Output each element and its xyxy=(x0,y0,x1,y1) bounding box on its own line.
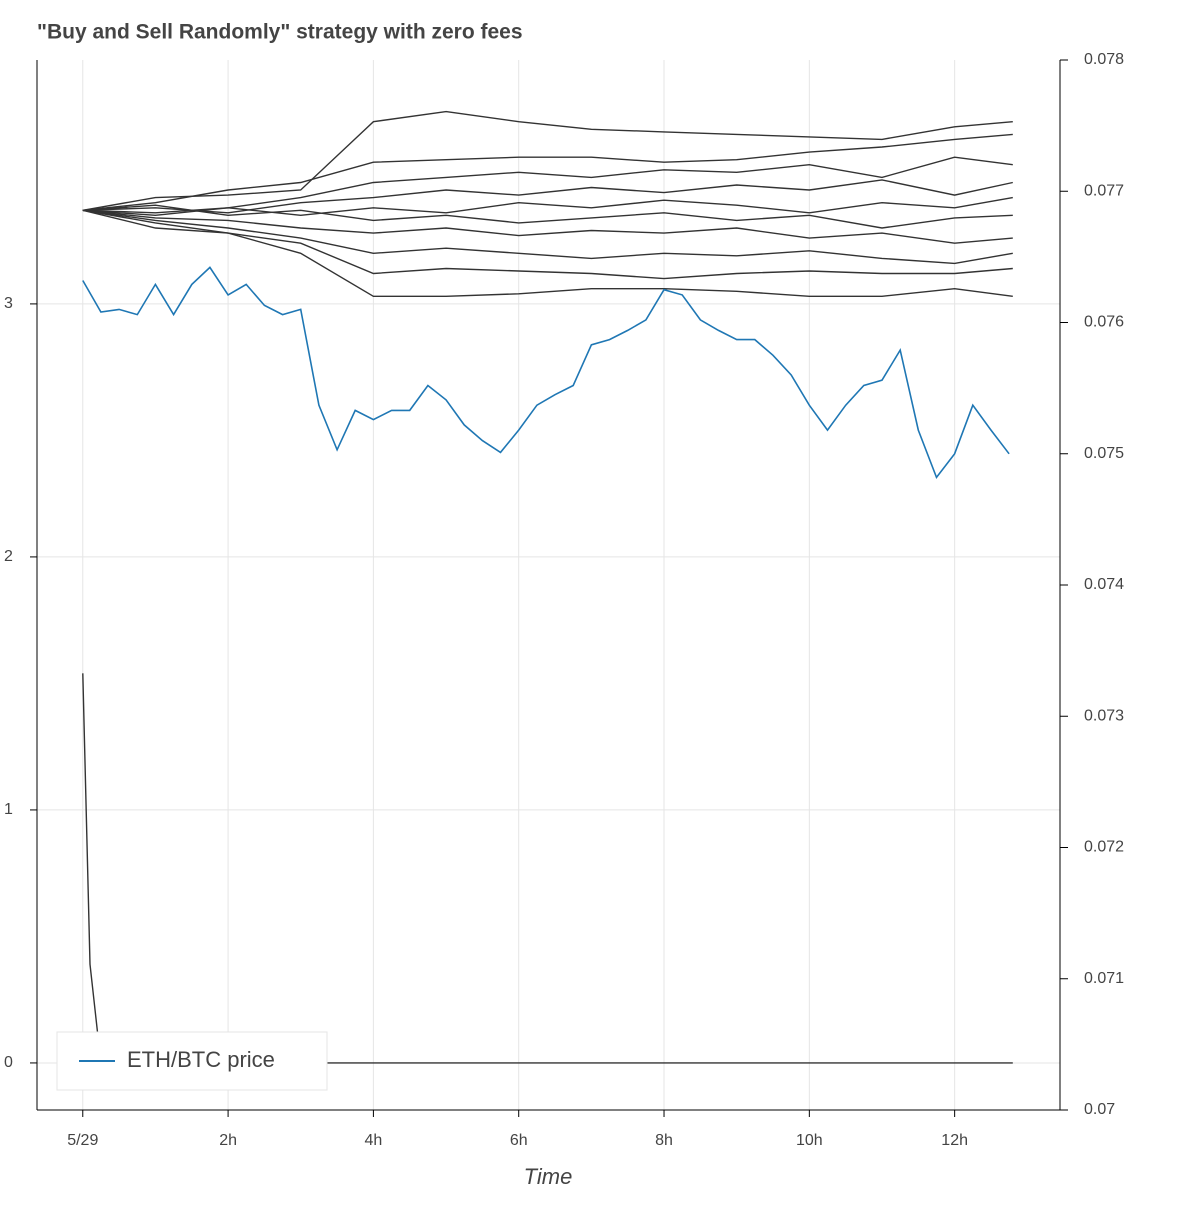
series-line xyxy=(82,179,1013,214)
x-tick-label: 8h xyxy=(655,1132,673,1149)
x-tick-label: 12h xyxy=(941,1132,968,1149)
x-axis-label: Time xyxy=(524,1164,573,1189)
y2-tick-label: 0.074 xyxy=(1084,576,1124,593)
series-line xyxy=(82,209,1013,297)
series-line xyxy=(82,209,1013,280)
series-line xyxy=(82,209,1013,244)
series-line xyxy=(82,266,1010,480)
x-tick-label: 5/29 xyxy=(67,1132,98,1149)
y2-tick-label: 0.07 xyxy=(1084,1101,1115,1118)
x-tick-label: 10h xyxy=(796,1132,823,1149)
series-line xyxy=(82,156,1013,217)
y2-tick-label: 0.078 xyxy=(1084,51,1124,68)
y2-tick-label: 0.077 xyxy=(1084,182,1124,199)
y-tick-label: 0 xyxy=(4,1054,13,1071)
y2-tick-label: 0.072 xyxy=(1084,839,1124,856)
y2-tick-label: 0.071 xyxy=(1084,970,1124,987)
series-line xyxy=(82,196,1013,217)
y2-tick-label: 0.073 xyxy=(1084,707,1124,724)
y2-tick-label: 0.075 xyxy=(1084,445,1124,462)
y2-tick-label: 0.076 xyxy=(1084,314,1124,331)
x-tick-label: 4h xyxy=(365,1132,383,1149)
y-tick-label: 2 xyxy=(4,548,13,565)
y-tick-label: 1 xyxy=(4,801,13,818)
series-line xyxy=(82,133,1013,211)
series-line xyxy=(82,673,1013,1064)
legend-label: ETH/BTC price xyxy=(127,1047,275,1072)
chart-title: "Buy and Sell Randomly" strategy with ze… xyxy=(37,21,523,44)
x-tick-label: 2h xyxy=(219,1132,237,1149)
x-tick-label: 6h xyxy=(510,1132,528,1149)
series-line xyxy=(82,204,1013,229)
series-line xyxy=(82,110,1013,211)
y-tick-label: 3 xyxy=(4,295,13,312)
series-line xyxy=(82,209,1013,265)
